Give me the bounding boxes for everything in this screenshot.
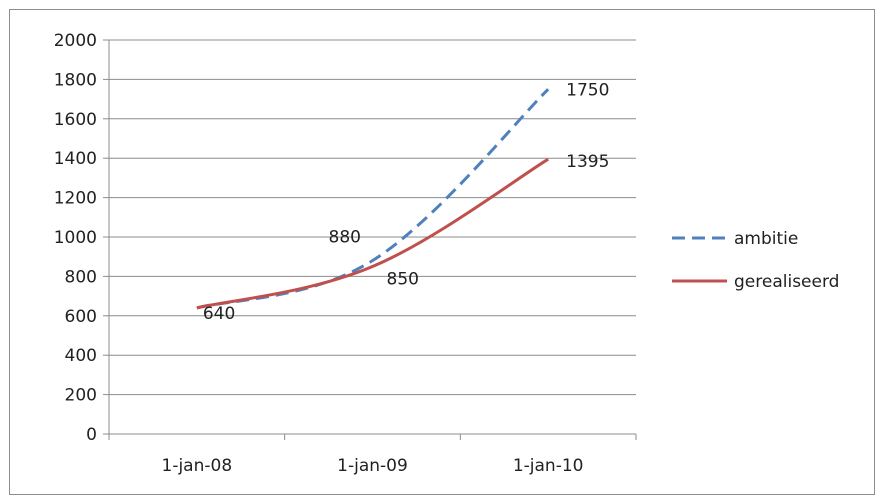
data-label: 1395 — [566, 152, 609, 172]
chart-frame: 0 200 400 600 800 1000 1200 1400 1600 1800 2000 1-j… — [9, 9, 875, 495]
y-tick-label: 1200 — [54, 189, 97, 209]
y-tick-label: 2000 — [54, 31, 97, 51]
gridlines — [109, 39, 636, 396]
y-tick-label: 800 — [65, 267, 97, 287]
data-label: 1750 — [566, 80, 609, 100]
y-tick-label: 1800 — [54, 70, 97, 90]
y-tick-label: 600 — [65, 307, 97, 327]
series-lines — [196, 88, 550, 310]
axes: 0 200 400 600 800 1000 1200 1400 1600 1800 2000 1-j… — [54, 31, 637, 476]
data-label: 850 — [387, 270, 419, 290]
y-tick-label: 200 — [65, 386, 97, 406]
data-labels: 640 880 850 1750 1395 — [203, 80, 610, 324]
y-tick-label: 0 — [86, 425, 97, 445]
legend-label-ambitie: ambitie — [734, 229, 798, 249]
x-tick-label: 1-jan-09 — [337, 456, 408, 476]
legend: ambitie gerealiseerd — [672, 229, 839, 292]
data-label: 640 — [203, 304, 235, 324]
data-label: 880 — [329, 228, 361, 248]
x-tick-label: 1-jan-10 — [513, 456, 584, 476]
legend-label-gerealiseerd: gerealiseerd — [734, 272, 839, 292]
y-tick-label: 1600 — [54, 110, 97, 130]
series-line-gerealiseerd — [196, 157, 549, 310]
y-tick-label: 1400 — [54, 149, 97, 169]
y-tick-label: 400 — [65, 346, 97, 366]
y-tick-label: 1000 — [54, 228, 97, 248]
series-line-ambitie — [196, 88, 550, 310]
x-tick-label: 1-jan-08 — [162, 456, 233, 476]
line-chart: 0 200 400 600 800 1000 1200 1400 1600 1800 2000 1-j… — [54, 31, 840, 476]
